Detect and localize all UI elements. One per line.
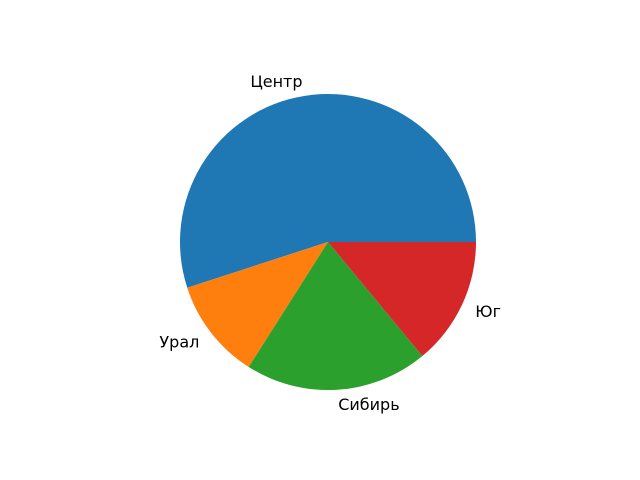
pie-slice-label: Сибирь — [338, 395, 399, 414]
pie-slice-0 — [180, 94, 476, 288]
pie-slice-2 — [248, 242, 423, 391]
pie-slice-label: Центр — [250, 72, 302, 91]
pie-slice-label: Юг — [475, 302, 501, 321]
pie-slice-3 — [328, 242, 477, 357]
pie-slice-1 — [187, 242, 328, 367]
pie-slice-label: Урал — [159, 332, 199, 351]
